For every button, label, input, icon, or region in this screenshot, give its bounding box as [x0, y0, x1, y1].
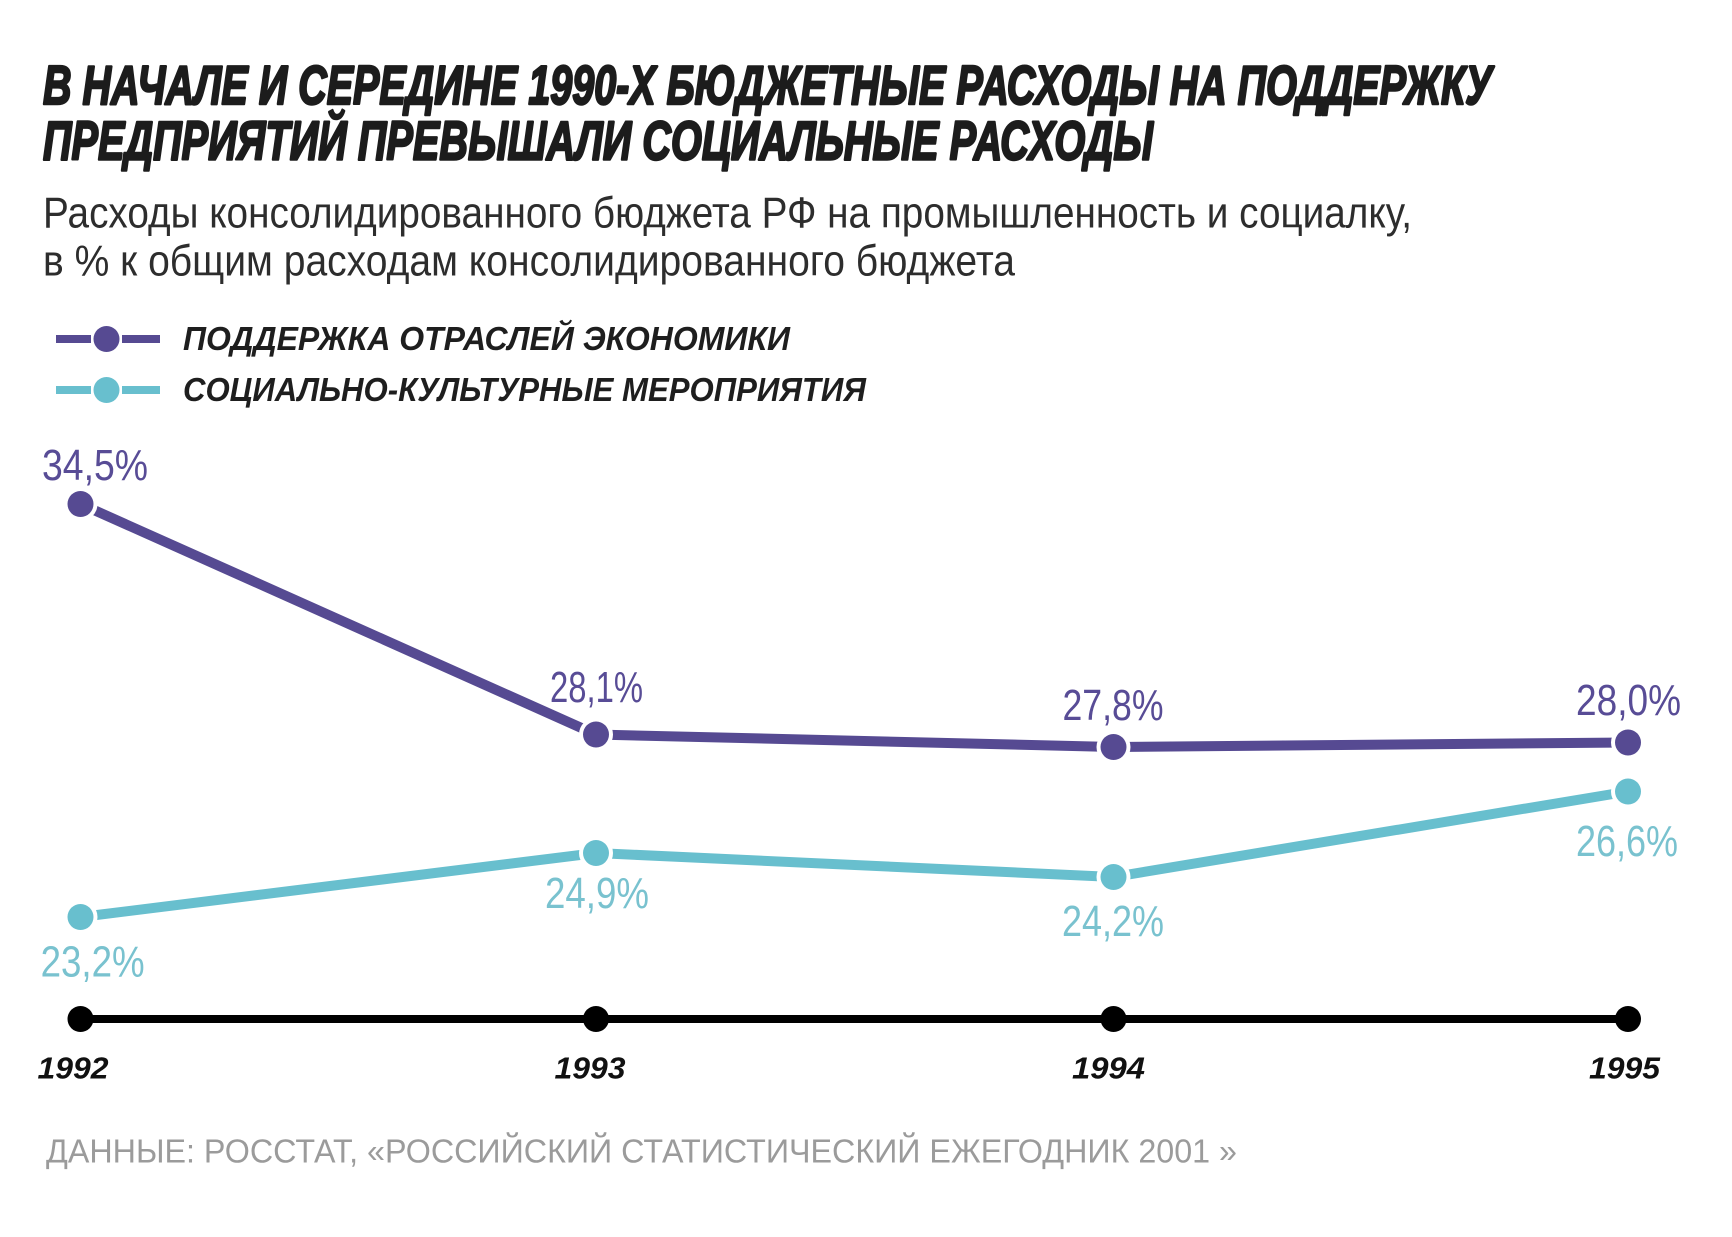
svg-text:28,1%: 28,1%	[550, 664, 643, 712]
svg-text:28,0%: 28,0%	[1576, 677, 1681, 725]
svg-text:В НАЧАЛЕ И СЕРЕДИНЕ 1990-Х БЮД: В НАЧАЛЕ И СЕРЕДИНЕ 1990-Х БЮДЖЕТНЫЕ РАС…	[43, 54, 1495, 116]
svg-text:ПРЕДПРИЯТИЙ ПРЕВЫШАЛИ СОЦИАЛЬН: ПРЕДПРИЯТИЙ ПРЕВЫШАЛИ СОЦИАЛЬНЫЕ РАСХОДЫ	[43, 109, 1154, 172]
svg-text:1994: 1994	[1072, 1052, 1145, 1086]
svg-text:27,8%: 27,8%	[1063, 682, 1164, 730]
svg-text:24,2%: 24,2%	[1062, 898, 1164, 946]
svg-text:Расходы консолидированного бюд: Расходы консолидированного бюджета РФ на…	[43, 190, 1412, 238]
svg-text:СОЦИАЛЬНО-КУЛЬТУРНЫЕ МЕРОПРИЯТ: СОЦИАЛЬНО-КУЛЬТУРНЫЕ МЕРОПРИЯТИЯ	[183, 371, 867, 408]
svg-text:в % к общим расходам консолиди: в % к общим расходам консолидированного …	[43, 238, 1016, 286]
svg-text:26,6%: 26,6%	[1576, 818, 1678, 866]
svg-text:24,9%: 24,9%	[545, 870, 649, 918]
svg-text:23,2%: 23,2%	[41, 939, 145, 987]
svg-text:1993: 1993	[555, 1052, 626, 1086]
svg-text:ДАННЫЕ: РОССТАТ, «РОССИЙСКИЙ С: ДАННЫЕ: РОССТАТ, «РОССИЙСКИЙ СТАТИСТИЧЕС…	[46, 1133, 1237, 1170]
svg-text:1992: 1992	[38, 1052, 109, 1086]
svg-text:ПОДДЕРЖКА ОТРАСЛЕЙ ЭКОНОМИКИ: ПОДДЕРЖКА ОТРАСЛЕЙ ЭКОНОМИКИ	[183, 319, 791, 357]
svg-text:1995: 1995	[1589, 1052, 1661, 1086]
svg-text:34,5%: 34,5%	[42, 442, 148, 490]
